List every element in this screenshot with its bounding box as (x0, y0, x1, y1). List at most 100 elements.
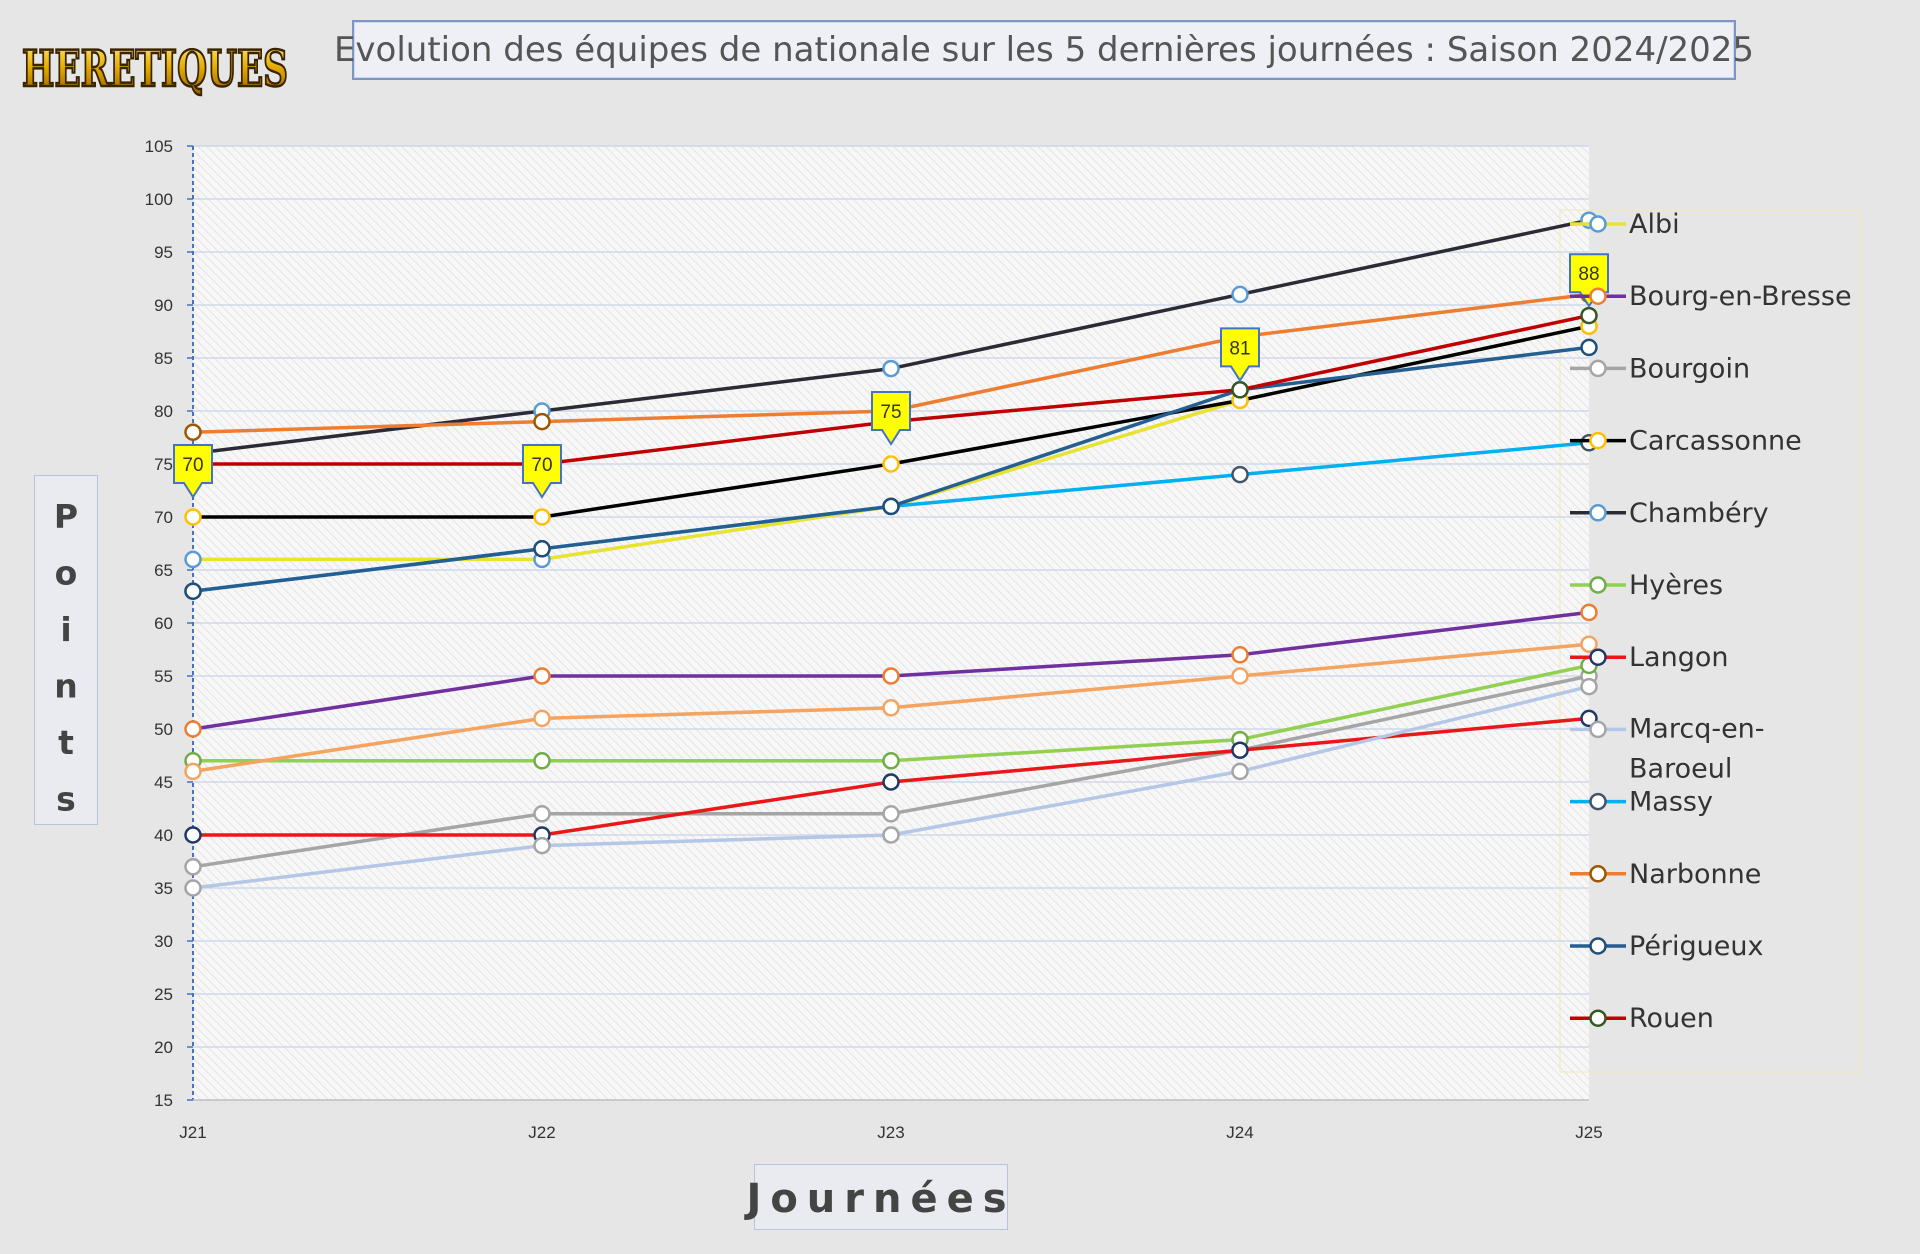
data-point-marcq-en-baroeul (882, 826, 900, 844)
data-point-marcq-en-baroeul (1580, 677, 1598, 696)
y-tick-label: 105 (145, 137, 173, 156)
callout-label: 88 (1578, 264, 1599, 285)
data-point-hyeres (533, 752, 551, 770)
data-point-chambery (882, 359, 900, 378)
legend-label: Périgueux (1629, 931, 1764, 962)
callout-label: 75 (880, 402, 901, 423)
legend-label: Narbonne (1629, 859, 1761, 890)
legend-item-hyeres: Hyères (1570, 570, 1723, 601)
data-point-unnamed (1231, 667, 1249, 685)
data-point-carcassonne (882, 455, 900, 473)
callout-shape (173, 444, 213, 499)
legend-swatch-marker (1589, 576, 1607, 594)
legend-swatch-marker (1589, 792, 1607, 811)
data-point-bourgoin (882, 805, 900, 823)
chart-title: Evolution des équipes de nationale sur l… (333, 30, 1755, 70)
data-point-rouen (1580, 306, 1598, 325)
legend-swatch-marker (1589, 431, 1607, 450)
legend-frame (1559, 209, 1861, 1073)
y-tick-label: 60 (154, 614, 173, 633)
y-tick-label: 80 (154, 402, 173, 421)
x-tick-label: J22 (528, 1123, 555, 1142)
legend-swatch-marker (1589, 865, 1607, 883)
data-point-bourg-en-bresse (1231, 646, 1249, 664)
data-point-narbonne (533, 412, 551, 431)
callout-88: 88 (1569, 253, 1609, 309)
data-point-unnamed (184, 762, 202, 781)
legend-item-carcassonne: Carcassonne (1570, 426, 1802, 457)
legend-item-bourg-en-bresse: Bourg-en-Bresse (1570, 281, 1852, 312)
data-point-langon (882, 773, 900, 791)
y-tick-label: 45 (154, 773, 173, 792)
callout-shape (1220, 327, 1260, 383)
data-point-langon (1231, 741, 1249, 759)
legend-label: Carcassonne (1629, 426, 1802, 457)
legend-label: Marcq-en- (1629, 713, 1765, 744)
legend-label: Chambéry (1629, 498, 1769, 529)
legend-swatch-marker (1589, 720, 1607, 739)
data-point-marcq-en-baroeul (184, 879, 202, 897)
data-point-perigueux (1580, 338, 1598, 357)
legend-label: Rouen (1629, 1003, 1714, 1034)
y-tick-label: 35 (154, 879, 173, 898)
x-axis-label-box (754, 1164, 1008, 1230)
legend-item-rouen: Rouen (1570, 1003, 1714, 1034)
data-point-unnamed (882, 699, 900, 717)
y-tick-label: 15 (154, 1091, 173, 1110)
legend-swatch-marker (1589, 504, 1607, 522)
series-unnamed (184, 635, 1598, 781)
chart-title-box: Evolution des équipes de nationale sur l… (334, 20, 1754, 80)
legend-item-narbonne: Narbonne (1570, 859, 1761, 890)
series-marcq-en-baroeul (184, 677, 1598, 897)
legend-item-perigueux: Périgueux (1570, 931, 1764, 962)
y-axis-label-box (34, 475, 98, 825)
data-point-bourgoin (533, 805, 551, 823)
series-lines (184, 211, 1598, 897)
callout-label: 70 (531, 455, 552, 476)
data-point-carcassonne (533, 508, 551, 526)
legend-label: Langon (1629, 642, 1728, 673)
data-point-marcq-en-baroeul (1231, 762, 1249, 781)
legend-label: Bourgoin (1629, 353, 1750, 384)
legend-swatch-marker (1589, 937, 1607, 955)
y-tick-label: 50 (154, 720, 173, 739)
y-tick-label: 30 (154, 932, 173, 951)
data-point-narbonne (184, 423, 202, 441)
callout-81: 81 (1220, 327, 1260, 383)
data-point-bourgoin (184, 858, 202, 876)
legend-item-massy: Massy (1570, 787, 1713, 818)
data-point-unnamed (1580, 635, 1598, 653)
legend-swatch-marker (1589, 359, 1607, 378)
data-point-perigueux (882, 497, 900, 516)
x-tick-label: J23 (877, 1123, 904, 1142)
legend: Albi Bourg-en-Bresse Bourgoin Carcassonne Ch… (1570, 209, 1852, 1034)
y-tick-label: 40 (154, 826, 173, 845)
data-point-perigueux (533, 540, 551, 558)
y-tick-label: 95 (154, 243, 173, 262)
data-point-perigueux (184, 582, 202, 600)
data-point-albi (184, 550, 202, 569)
callout-shape (871, 391, 911, 446)
y-tick-label: 75 (154, 455, 173, 474)
y-tick-label: 90 (154, 296, 173, 315)
y-tick-label: 20 (154, 1038, 173, 1057)
data-point-bourg-en-bresse (533, 667, 551, 685)
legend-item-marcq-en-baroeul: Marcq-en- Baroeul (1570, 713, 1765, 784)
legend-swatch-marker (1589, 1009, 1607, 1027)
logo-text: HERETIQUES (22, 39, 288, 98)
data-point-langon (1580, 709, 1598, 728)
x-axis-title: Journées (743, 1176, 1015, 1222)
legend-item-langon: Langon (1570, 642, 1728, 673)
data-point-bourg-en-bresse (1580, 603, 1598, 622)
data-point-unnamed (533, 709, 551, 728)
x-tick-label: J21 (179, 1123, 206, 1142)
legend-label: Hyères (1629, 570, 1723, 601)
legend-item-chambery: Chambéry (1570, 498, 1769, 529)
data-point-chambery (1231, 285, 1249, 304)
callout-label: 81 (1229, 338, 1250, 359)
data-point-hyeres (882, 752, 900, 770)
y-tick-label: 55 (154, 667, 173, 686)
legend-item-bourgoin: Bourgoin (1570, 353, 1750, 384)
